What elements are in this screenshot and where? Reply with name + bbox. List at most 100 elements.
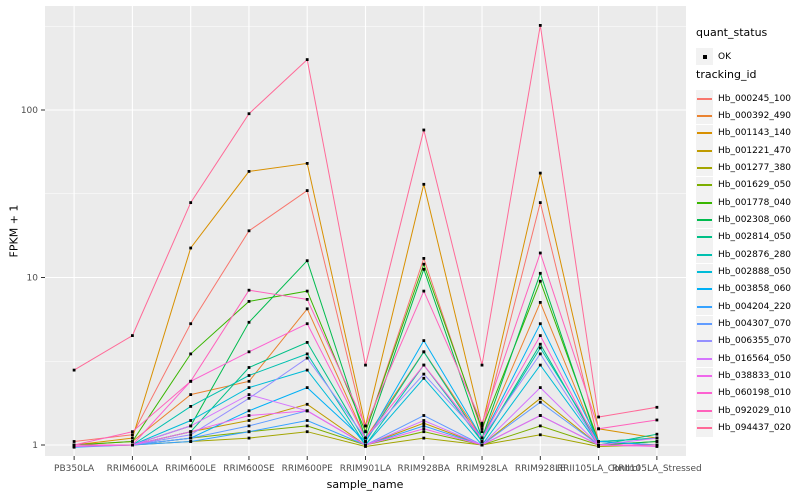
legend-key-box	[696, 332, 713, 350]
legend-key-box	[696, 402, 713, 420]
data-point	[305, 386, 309, 389]
data-point	[364, 440, 367, 443]
legend-key-box	[696, 384, 713, 402]
data-point	[247, 409, 251, 413]
data-point	[72, 368, 76, 372]
data-point	[655, 445, 659, 448]
legend-item-label: Hb_016564_050	[718, 353, 792, 364]
legend-item-Hb_000245_100: Hb_000245_100	[696, 90, 791, 107]
data-point	[189, 246, 193, 250]
data-point	[422, 414, 426, 417]
data-point	[247, 366, 251, 369]
x-tick-label: RRIM901LA	[340, 464, 392, 474]
legend-key-box	[696, 124, 713, 142]
data-point	[422, 424, 426, 428]
legend-key-box	[696, 194, 713, 212]
legend-color-line-icon	[697, 184, 712, 187]
legend-item-Hb_002888_050: Hb_002888_050	[696, 263, 792, 281]
data-point	[538, 24, 542, 27]
legend-item-Hb_094437_020: Hb_094437_020	[696, 419, 792, 437]
legend-color-line-icon	[697, 305, 712, 308]
legend-item-Hb_002814_050: Hb_002814_050	[696, 228, 792, 246]
legend-item-label: Hb_092029_010	[718, 405, 792, 416]
data-point	[131, 334, 134, 337]
data-point	[422, 372, 426, 376]
data-point	[247, 386, 251, 389]
data-point	[189, 201, 193, 204]
legend-item-Hb_004307_070: Hb_004307_070	[696, 315, 791, 333]
data-point	[655, 418, 659, 422]
x-axis-title: sample_name	[326, 478, 404, 491]
data-point	[247, 320, 251, 324]
data-point	[305, 341, 309, 344]
legend-item-label: Hb_002814_050	[718, 232, 792, 243]
data-point	[422, 289, 426, 293]
data-point	[189, 379, 193, 383]
legend-key-box	[696, 280, 713, 298]
data-point	[131, 440, 134, 443]
legend-item-label: Hb_002308_060	[718, 214, 792, 225]
data-point	[305, 298, 309, 301]
data-point	[364, 430, 367, 434]
legend-color-line-icon	[697, 201, 712, 204]
data-point	[422, 257, 426, 260]
legend-key-box	[696, 159, 713, 177]
legend-item-Hb_002876_280: Hb_002876_280	[696, 246, 791, 264]
x-tick-label: RRIM600LE	[165, 464, 216, 474]
legend-color-line-icon	[697, 132, 712, 135]
legend-item-label: Hb_002888_050	[718, 267, 792, 277]
data-point	[189, 322, 193, 326]
data-point	[247, 430, 251, 434]
data-point	[131, 430, 134, 434]
data-point	[305, 419, 309, 422]
data-point	[422, 436, 426, 440]
data-point	[480, 430, 484, 434]
legend-color-line-icon	[697, 323, 712, 326]
data-point	[655, 436, 659, 440]
x-tick-label: RRIM928BA	[398, 464, 451, 474]
legend-item-label: Hb_094437_020	[718, 423, 792, 434]
data-point	[247, 393, 251, 396]
data-point	[247, 300, 251, 303]
legend-color-line-icon	[697, 340, 712, 343]
data-point	[247, 374, 251, 377]
data-point	[305, 352, 309, 356]
x-tick-label: RRIM600LA	[107, 464, 159, 474]
data-point	[597, 440, 600, 443]
data-point	[189, 393, 193, 396]
legend-item-Hb_004204_220: Hb_004204_220	[696, 298, 791, 316]
data-point	[189, 440, 193, 443]
data-point	[247, 414, 251, 417]
data-point	[305, 322, 309, 326]
legend-item-label: OK	[718, 51, 731, 62]
data-point	[597, 427, 600, 431]
legend-key-box	[696, 419, 713, 437]
data-point	[538, 301, 542, 304]
data-point	[247, 396, 251, 400]
data-point	[480, 443, 484, 447]
data-point	[247, 379, 251, 383]
legend-key-box	[696, 263, 713, 281]
data-point	[480, 427, 484, 431]
data-point	[247, 350, 251, 354]
data-point	[655, 443, 659, 447]
data-point	[189, 352, 193, 356]
legend-color-line-icon	[697, 149, 712, 152]
data-point	[305, 58, 309, 61]
data-point	[247, 436, 251, 440]
data-point	[480, 421, 484, 425]
legend-color-line-icon	[697, 357, 712, 360]
legend-item-label: Hb_001221_470	[718, 145, 792, 156]
legend-title-tracking-id: tracking_id	[696, 68, 757, 81]
data-point	[422, 427, 426, 431]
data-point	[538, 414, 542, 417]
data-point	[305, 424, 309, 428]
data-point	[305, 430, 309, 434]
data-point	[422, 182, 426, 186]
data-point	[131, 433, 134, 437]
data-point	[422, 363, 426, 367]
legend-color-line-icon	[697, 114, 712, 117]
legend-key-box	[696, 228, 713, 246]
data-point	[247, 288, 251, 292]
data-point	[422, 267, 426, 271]
